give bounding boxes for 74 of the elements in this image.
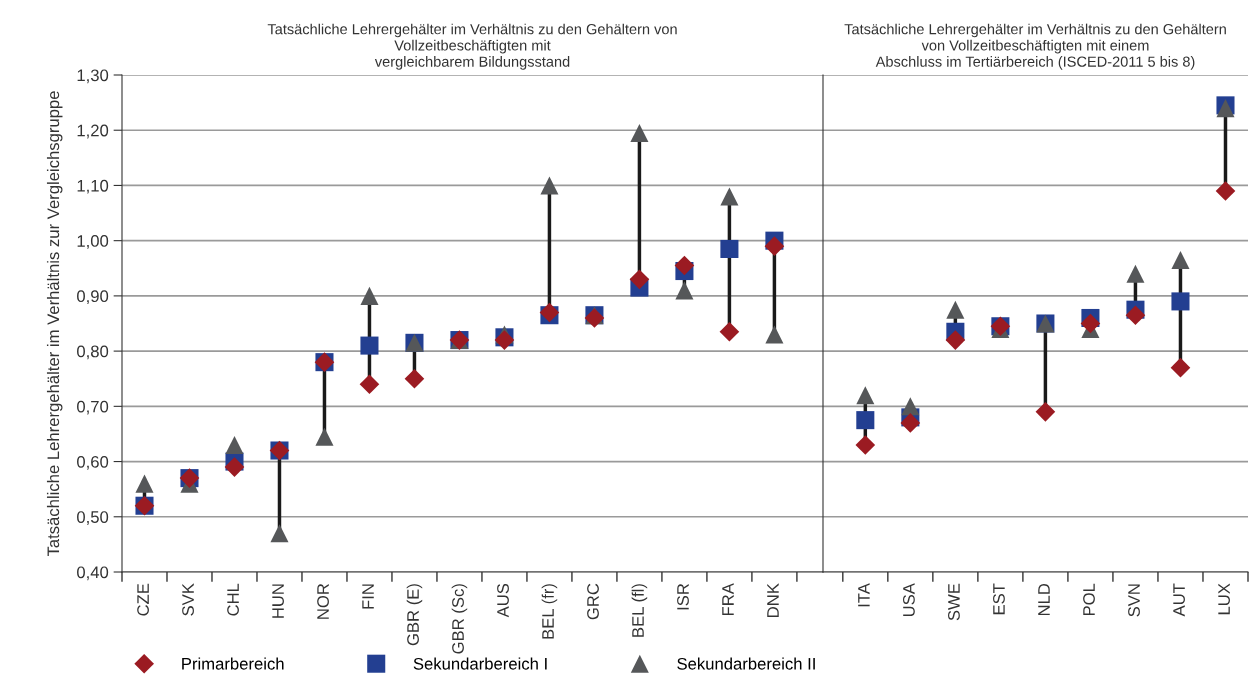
y-tick-label: 1,00 [77, 235, 109, 249]
chart-title: Tatsächliche Lehrergehälter im Verhältnis zu den Gehältern von Vollzeitbeschäftigten mit vergleichbarem Bildungsstand [267, 23, 677, 70]
point [360, 336, 379, 355]
point [946, 300, 965, 319]
point [630, 123, 649, 143]
x-tick-label: POL [1083, 583, 1095, 616]
point [225, 435, 244, 455]
point [360, 286, 379, 305]
x-tick-label: GBR (E) [406, 584, 423, 646]
legend-label: Sekundarbereich II [677, 657, 815, 670]
y-axis-title: Tatsächliche Lehrergehälter im Verhältnis zur Vergleichsgruppe [46, 91, 63, 557]
y-tick-label: 0,50 [77, 511, 109, 525]
y-tick-label: 1,30 [77, 69, 109, 84]
point [1215, 181, 1236, 201]
x-tick-label: FIN [362, 584, 374, 609]
point [720, 239, 739, 258]
point [629, 269, 650, 290]
y-tick-label: 0,70 [77, 400, 109, 415]
point [764, 236, 785, 257]
x-tick-label: LUX [1218, 583, 1230, 615]
point [765, 325, 784, 344]
x-tick-label: ISR [677, 583, 689, 610]
x-tick-label: BEL (fr) [541, 584, 558, 639]
point [1035, 402, 1056, 422]
x-tick-label: EST [993, 583, 1005, 615]
point [1171, 292, 1190, 311]
point [855, 435, 876, 455]
point [1125, 305, 1146, 326]
legend-label: Sekundarbereich I [413, 657, 547, 670]
point [901, 397, 920, 416]
x-tick-label: AUT [1173, 583, 1185, 617]
point [359, 374, 380, 395]
x-tick-label: SWE [948, 583, 960, 621]
x-tick-label: SVK [182, 583, 194, 616]
point [1170, 357, 1191, 378]
x-tick-label: GRC [587, 583, 599, 620]
point [674, 255, 695, 276]
y-tick-label: 0,90 [77, 290, 109, 305]
point [315, 427, 334, 446]
x-tick-label: SVN [1128, 584, 1140, 617]
x-tick-label: BEL (fl) [631, 584, 648, 637]
point [224, 457, 245, 477]
y-tick-label: 1,10 [77, 179, 109, 194]
x-tick-label: GBR (Sc) [451, 584, 468, 654]
point [404, 368, 425, 389]
point [1171, 250, 1190, 270]
point [719, 321, 740, 342]
y-tick-label: 1,20 [77, 124, 109, 139]
x-tick-label: USA [903, 583, 915, 617]
x-tick-label: NOR [317, 583, 329, 619]
point [720, 187, 739, 206]
point [945, 330, 966, 350]
x-tick-label: HUN [272, 584, 284, 618]
x-tick-label: AUS [497, 583, 509, 618]
x-tick-label: CHL [227, 583, 239, 616]
x-tick-label: DNK [767, 583, 779, 617]
point [270, 524, 289, 543]
point [135, 474, 154, 493]
point [1126, 264, 1145, 283]
x-tick-label: CZE [137, 583, 149, 616]
point [856, 386, 875, 405]
point [1080, 313, 1101, 334]
y-tick-label: 0,40 [77, 566, 109, 581]
x-tick-label: ITA [858, 583, 870, 607]
x-tick-label: FRA [722, 583, 734, 616]
point [900, 413, 921, 433]
y-tick-label: 0,80 [77, 345, 109, 360]
point [540, 176, 559, 195]
legend-label: Primarbereich [182, 657, 284, 670]
x-tick-label: NLD [1038, 583, 1050, 616]
y-tick-label: 0,60 [77, 455, 109, 470]
chart-title: Tatsächliche Lehrergehälter im Verhältnis zu den Gehältern von Vollzeitbeschäftigten mit einem Abschluss im Tertiärbereich (ISCED-2011 5 bis 8) [844, 23, 1226, 70]
point [675, 281, 694, 300]
point [856, 411, 875, 430]
